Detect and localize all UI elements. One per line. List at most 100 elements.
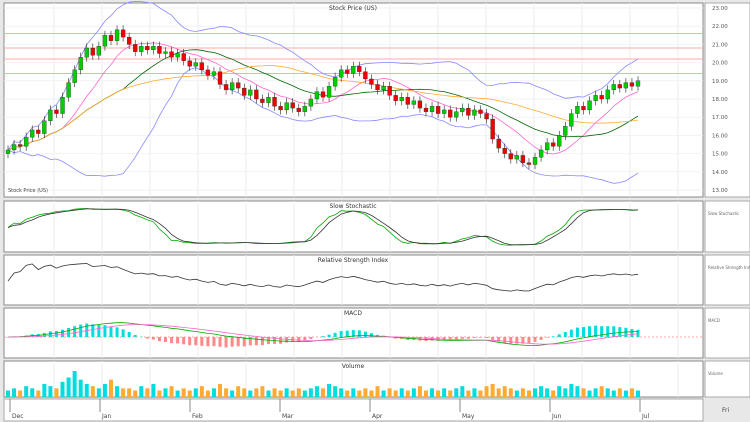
macd-histogram-bar: [145, 337, 149, 339]
candle: [211, 71, 217, 76]
candle: [369, 78, 374, 85]
candle: [326, 86, 332, 98]
volume-bar: [151, 384, 156, 397]
volume-bar: [78, 379, 83, 397]
volume-bar: [617, 388, 622, 397]
volume-bar: [327, 384, 332, 397]
volume-bar: [411, 388, 416, 397]
volume-bar: [84, 384, 89, 397]
macd-histogram-bar: [200, 337, 204, 346]
volume-bar: [417, 386, 422, 397]
volume-bar: [54, 388, 59, 397]
candle: [72, 69, 77, 83]
volume-bar: [599, 386, 604, 397]
panel-label-main: Stock Price (US): [329, 5, 377, 12]
price-tick: 17.00: [712, 115, 728, 121]
macd-histogram-bar: [581, 327, 585, 337]
macd-histogram-bar: [164, 337, 167, 343]
macd-histogram-bar: [194, 337, 198, 346]
volume-bar: [30, 388, 35, 397]
volume-bar: [157, 390, 162, 397]
volume-bar: [472, 388, 477, 397]
macd-histogram-bar: [248, 337, 252, 346]
macd-histogram-bar: [266, 337, 270, 345]
date-label: Feb: [192, 413, 203, 420]
volume-bar: [60, 381, 65, 397]
volume-bar: [581, 388, 586, 397]
candle: [30, 129, 35, 138]
candle: [466, 107, 471, 116]
candle: [454, 111, 459, 118]
volume-bar: [351, 388, 356, 397]
panel-main: [3, 2, 704, 198]
volume-bar: [569, 384, 574, 397]
candle: [587, 100, 592, 111]
macd-histogram-bar: [67, 327, 71, 337]
price-tick: 21.00: [712, 42, 728, 48]
candle: [514, 155, 519, 160]
candle: [575, 106, 580, 114]
volume-bar: [375, 386, 380, 397]
volume-bar: [278, 390, 283, 397]
macd-histogram-bar: [170, 337, 174, 344]
macd-histogram-bar: [588, 326, 592, 337]
macd-histogram-bar: [497, 337, 501, 342]
macd-histogram-bar: [182, 337, 186, 345]
candle: [193, 62, 198, 67]
candle: [42, 120, 47, 134]
volume-bar: [478, 390, 483, 397]
macd-histogram-bar: [188, 337, 192, 346]
candle: [314, 91, 320, 100]
candle: [229, 82, 235, 91]
candle: [60, 97, 65, 114]
macd-histogram-bar: [309, 337, 313, 339]
price-tick: 19.00: [712, 79, 728, 85]
volume-bar: [230, 390, 235, 397]
candle: [254, 89, 259, 100]
candle: [520, 155, 526, 163]
volume-bar: [90, 386, 95, 397]
macd-histogram-bar: [594, 325, 598, 337]
candle: [217, 71, 223, 85]
price-tick: 20.00: [712, 61, 728, 67]
candle: [236, 82, 241, 89]
macd-histogram-bar: [515, 337, 519, 344]
macd-histogram-bar: [97, 324, 101, 337]
macd-histogram-bar: [363, 331, 367, 337]
macd-histogram-bar: [218, 337, 222, 347]
volume-bar: [611, 390, 616, 397]
macd-histogram-bar: [521, 337, 525, 344]
candle: [599, 95, 604, 100]
date-label: Apr: [372, 413, 383, 420]
panel-label-macd: MACD: [344, 310, 362, 317]
date-label: Jul: [641, 413, 650, 420]
volume-bar: [605, 388, 610, 397]
volume-bar: [339, 388, 344, 397]
volume-bar: [193, 388, 198, 397]
volume-bar: [18, 390, 23, 397]
macd-histogram-bar: [224, 337, 228, 348]
macd-histogram-bar: [351, 329, 355, 337]
macd-histogram-bar: [630, 329, 634, 337]
candle: [569, 113, 574, 127]
date-label: Jan: [101, 413, 111, 420]
macd-histogram-bar: [491, 337, 495, 340]
macd-histogram-bar: [327, 334, 331, 337]
volume-bar: [442, 388, 447, 397]
panel-rsi: [3, 254, 704, 306]
indicator-name: Slow Stochastic: [708, 211, 739, 216]
volume-bar: [363, 388, 368, 397]
volume-bar: [387, 388, 392, 397]
axis-stoch: [704, 200, 750, 253]
macd-histogram-bar: [254, 337, 258, 346]
volume-bar: [460, 386, 465, 397]
volume-bar: [369, 390, 374, 397]
macd-histogram-bar: [115, 327, 119, 337]
candle: [290, 102, 295, 109]
candle: [90, 47, 95, 56]
macd-histogram-bar: [442, 337, 446, 341]
candle: [5, 149, 11, 154]
candle: [605, 89, 610, 100]
volume-bar: [533, 388, 538, 397]
candle: [490, 118, 495, 140]
